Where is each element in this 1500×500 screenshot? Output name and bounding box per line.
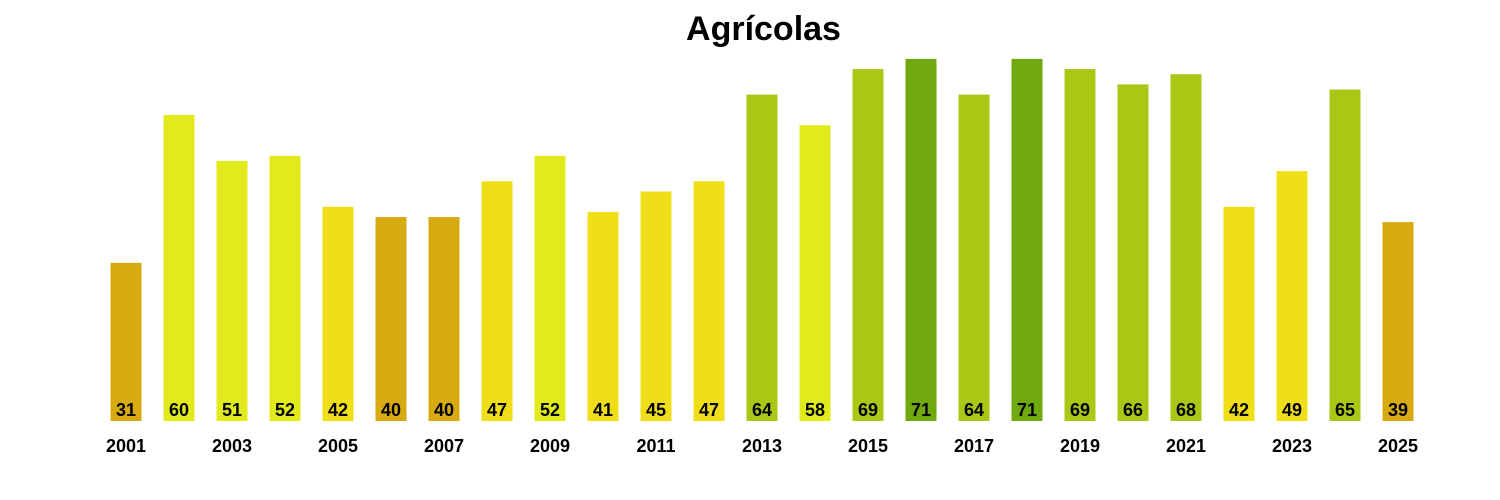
data-label-2002: 60 xyxy=(169,400,189,420)
x-tick-label-2015: 2015 xyxy=(848,436,888,456)
data-label-2016: 71 xyxy=(911,400,931,420)
bar-2003 xyxy=(216,160,248,421)
x-tick-label-2021: 2021 xyxy=(1166,436,1206,456)
bar-2011 xyxy=(640,191,672,421)
data-label-2001: 31 xyxy=(116,400,136,420)
data-label-2023: 49 xyxy=(1282,400,1302,420)
x-tick-label-2009: 2009 xyxy=(530,436,570,456)
x-tick-label-2003: 2003 xyxy=(212,436,252,456)
data-label-2015: 69 xyxy=(858,400,878,420)
data-label-2020: 66 xyxy=(1123,400,1143,420)
x-tick-label-2013: 2013 xyxy=(742,436,782,456)
bar-2017 xyxy=(958,94,990,421)
data-label-2022: 42 xyxy=(1229,400,1249,420)
bar-2001 xyxy=(110,262,142,421)
x-tick-label-2011: 2011 xyxy=(636,436,675,456)
x-tick-label-2023: 2023 xyxy=(1272,436,1312,456)
x-tick-label-2001: 2001 xyxy=(106,436,146,456)
data-label-2003: 51 xyxy=(222,400,242,420)
data-label-2018: 71 xyxy=(1017,400,1037,420)
bar-2008 xyxy=(481,181,513,421)
bar-2025 xyxy=(1382,222,1414,421)
bar-2004 xyxy=(269,155,301,422)
data-label-2013: 64 xyxy=(752,400,772,420)
bar-2012 xyxy=(693,181,725,421)
data-label-2014: 58 xyxy=(805,400,825,420)
bar-2024 xyxy=(1329,89,1361,421)
bar-2018 xyxy=(1011,58,1043,422)
data-label-2006: 40 xyxy=(381,400,401,420)
data-label-2019: 69 xyxy=(1070,400,1090,420)
bar-2006 xyxy=(375,217,407,421)
bar-2020 xyxy=(1117,84,1149,422)
bar-2009 xyxy=(534,155,566,422)
bar-2013 xyxy=(746,94,778,421)
bar-2019 xyxy=(1064,69,1096,421)
data-label-2008: 47 xyxy=(487,400,507,420)
x-tick-label-2019: 2019 xyxy=(1060,436,1100,456)
bar-2005 xyxy=(322,206,354,421)
data-label-2011: 45 xyxy=(646,400,666,420)
data-label-2009: 52 xyxy=(540,400,560,420)
data-label-2010: 41 xyxy=(593,400,613,420)
data-label-2012: 47 xyxy=(699,400,719,420)
bar-2022 xyxy=(1223,206,1255,421)
data-label-2004: 52 xyxy=(275,400,295,420)
data-label-2021: 68 xyxy=(1176,400,1196,420)
x-tick-label-2007: 2007 xyxy=(424,436,464,456)
x-tick-label-2025: 2025 xyxy=(1378,436,1418,456)
bar-2016 xyxy=(905,58,937,422)
bar-2002 xyxy=(163,115,195,421)
bar-2015 xyxy=(852,69,884,421)
data-label-2005: 42 xyxy=(328,400,348,420)
bar-2023 xyxy=(1276,171,1308,421)
data-label-2025: 39 xyxy=(1388,400,1408,420)
bar-2021 xyxy=(1170,74,1202,421)
data-label-2007: 40 xyxy=(434,400,454,420)
bar-2014 xyxy=(799,125,831,421)
x-tick-label-2005: 2005 xyxy=(318,436,358,456)
bar-2010 xyxy=(587,211,619,421)
x-tick-label-2017: 2017 xyxy=(954,436,994,456)
bar-2007 xyxy=(428,217,460,421)
data-label-2024: 65 xyxy=(1335,400,1355,420)
chart-title: Agrícolas xyxy=(686,10,841,48)
data-label-2017: 64 xyxy=(964,400,984,420)
